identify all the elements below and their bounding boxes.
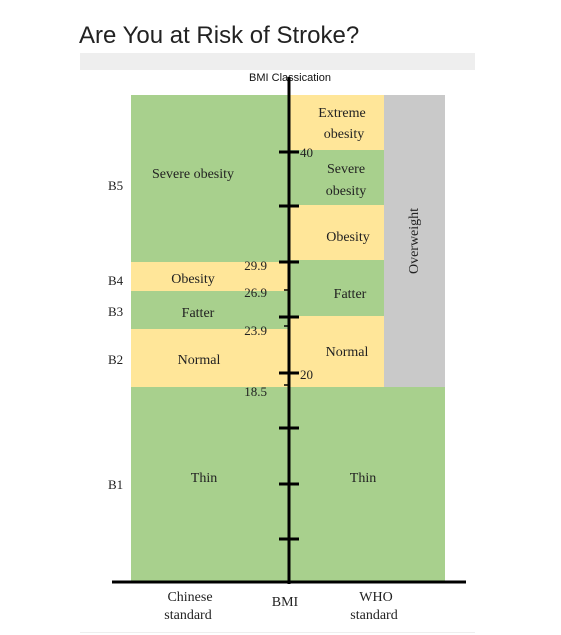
chinese-label-severe-obesity: Severe obesity <box>152 167 234 182</box>
who-standard-label-line1: WHO <box>359 590 392 605</box>
band-code-b2: B2 <box>108 352 123 367</box>
who-band-obesity <box>289 205 384 260</box>
threshold-29-9: 29.9 <box>244 258 267 273</box>
chinese-label-obesity: Obesity <box>171 272 215 287</box>
who-standard-label-line2: standard <box>350 608 397 623</box>
threshold-26-9: 26.9 <box>244 285 267 300</box>
chinese-band-obesity <box>131 262 289 291</box>
band-code-b1: B1 <box>108 477 123 492</box>
header-divider-bar <box>80 53 475 70</box>
chinese-standard-label-line1: Chinese <box>167 590 212 605</box>
threshold-23-9: 23.9 <box>244 323 267 338</box>
band-code-b5: B5 <box>108 178 123 193</box>
chinese-threshold-ticks <box>284 289 289 386</box>
chinese-band-normal <box>131 329 289 387</box>
chinese-label-fatter: Fatter <box>182 306 215 321</box>
who-label-severe-obesity-line2: obesity <box>326 184 366 199</box>
bmi-axis-ticks <box>279 150 299 541</box>
who-band-normal <box>289 316 384 387</box>
overweight-group-bar <box>384 95 445 387</box>
threshold-40: 40 <box>300 145 313 160</box>
who-label-normal: Normal <box>326 345 369 360</box>
chinese-band-severe-obesity <box>131 95 289 262</box>
overweight-label: Overweight <box>407 208 422 274</box>
chinese-standard-label-line2: standard <box>164 608 211 623</box>
who-label-extreme-obesity-line2: obesity <box>324 127 364 142</box>
band-code-b3: B3 <box>108 304 123 319</box>
chinese-band-fatter <box>131 291 289 329</box>
chinese-band-thin <box>131 387 289 582</box>
who-band-extreme-obesity <box>289 95 384 150</box>
chinese-label-normal: Normal <box>178 353 221 368</box>
page-title: Are You at Risk of Stroke? <box>79 22 360 49</box>
who-label-extreme-obesity-line1: Extreme <box>318 106 365 121</box>
who-label-fatter: Fatter <box>334 287 367 302</box>
bottom-divider <box>80 632 475 633</box>
who-label-thin: Thin <box>350 471 376 486</box>
bmi-axis-label: BMI <box>272 595 299 610</box>
band-code-b4: B4 <box>108 273 124 288</box>
who-band-thin <box>289 387 445 582</box>
threshold-20: 20 <box>300 367 313 382</box>
who-label-obesity: Obesity <box>326 230 370 245</box>
who-label-severe-obesity-line1: Severe <box>327 162 365 177</box>
chinese-label-thin: Thin <box>191 471 217 486</box>
who-band-fatter <box>289 260 384 316</box>
threshold-18-5: 18.5 <box>244 384 267 399</box>
who-band-severe-obesity <box>289 150 384 205</box>
